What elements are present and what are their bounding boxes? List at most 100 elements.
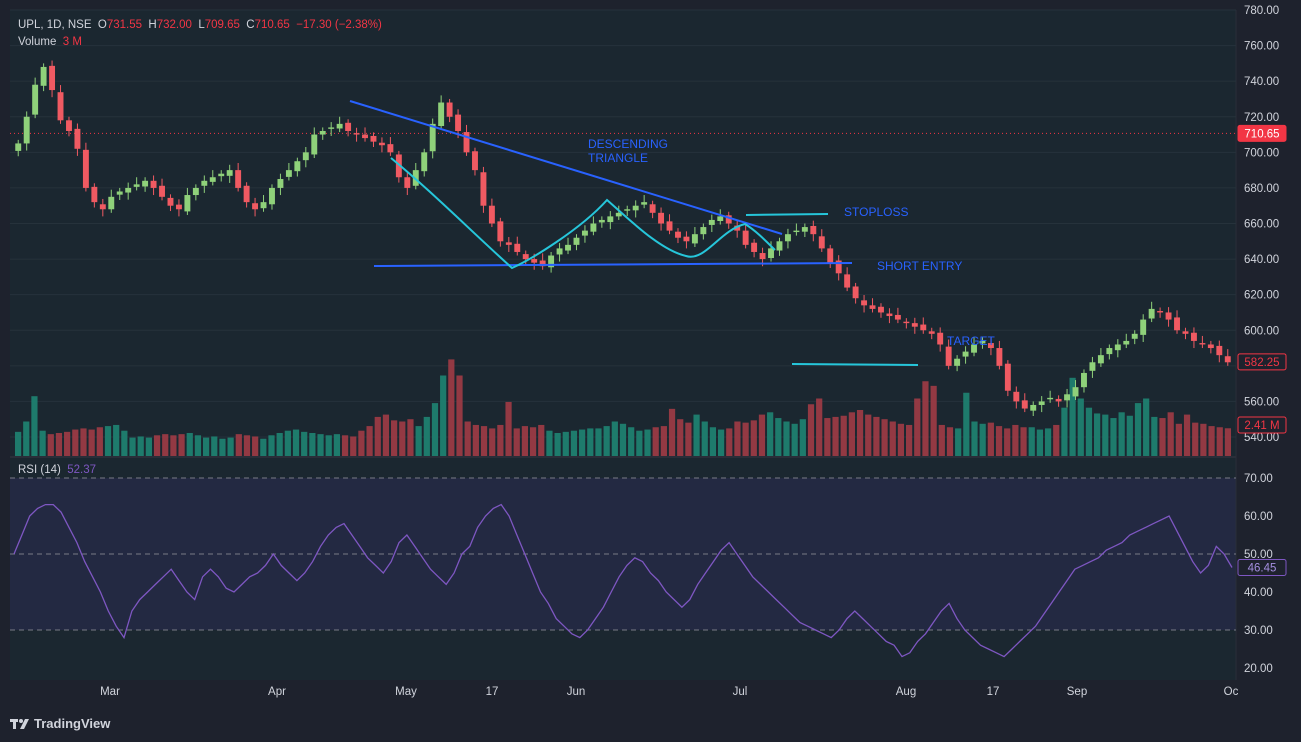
volume-bar (31, 396, 38, 456)
volume-bar (750, 420, 757, 456)
candle-body (1199, 343, 1206, 345)
volume-bar (979, 423, 986, 456)
candle-body (82, 149, 89, 188)
low-label: L (198, 19, 205, 31)
volume-bar (325, 435, 332, 456)
symbol-header: UPL, 1D, NSE O731.55 H732.00 L709.65 C71… (18, 19, 382, 31)
volume-bar (292, 429, 300, 456)
rsi-tick-label: 20.00 (1244, 663, 1273, 675)
candle-body (1224, 356, 1231, 363)
volume-bar (832, 416, 839, 456)
volume-bar (955, 428, 962, 456)
volume-bar (922, 381, 929, 456)
candle-body (336, 123, 343, 129)
volume-bar (235, 434, 242, 456)
volume-bar (1175, 423, 1182, 456)
volume-bar (906, 424, 913, 456)
candle-body (556, 248, 563, 255)
volume-bar (219, 438, 226, 456)
volume-bar (464, 421, 471, 456)
volume-bar (399, 421, 406, 456)
volume-bar (374, 416, 381, 456)
candle-body (987, 343, 994, 349)
candle-body (463, 132, 470, 153)
candle-body (1174, 317, 1180, 331)
candle-body (1038, 401, 1045, 405)
candle-body (40, 66, 47, 86)
volume-bar (162, 434, 169, 456)
candle-body (116, 191, 123, 195)
volume-bar (489, 428, 496, 456)
volume-bar (1192, 422, 1199, 456)
price-pane (10, 10, 1236, 456)
candle-body (598, 219, 605, 223)
candle-body (125, 187, 132, 193)
candle-body (878, 306, 884, 313)
time-tick-label: 17 (987, 686, 1000, 698)
volume-bar (742, 422, 749, 456)
price-tick-label: 700.00 (1244, 147, 1279, 159)
volume-bar (113, 424, 120, 456)
candle-body (235, 170, 242, 188)
volume-bar (611, 421, 618, 456)
volume-bar (1061, 407, 1068, 456)
rsi-tick-label: 60.00 (1244, 511, 1273, 523)
candle-body (260, 202, 267, 209)
time-tick-label: Apr (268, 686, 286, 698)
candle-body (285, 170, 292, 177)
candle-body (472, 151, 478, 171)
volume-bar (889, 421, 896, 456)
change-value: −17.30 (−2.38%) (296, 19, 382, 31)
volume-bar (709, 427, 717, 456)
candle-body (218, 173, 225, 177)
volume-bar (693, 414, 700, 456)
candle-body (15, 143, 22, 151)
candle-body (793, 230, 800, 233)
target-line (791, 363, 919, 366)
stoploss-line (745, 213, 829, 216)
volume-bar (1208, 426, 1215, 456)
candle-body (1089, 362, 1096, 371)
candle-body (1148, 308, 1155, 319)
volume-bar (64, 431, 71, 456)
volume-bar (276, 433, 283, 456)
volume-bar (448, 359, 455, 456)
rsi-badge: 46.45 (1248, 562, 1277, 574)
candle-body (565, 244, 571, 251)
volume-bar (848, 412, 855, 456)
candle-body (683, 236, 690, 242)
volume-label: Volume (18, 36, 57, 48)
candle-body (243, 185, 250, 203)
price-tick-label: 540.00 (1244, 432, 1279, 444)
open-value: 731.55 (106, 19, 143, 31)
annotation-stoploss: STOPLOSS (844, 205, 908, 219)
high-label: H (148, 19, 157, 31)
candle-body (844, 274, 851, 288)
candle-body (412, 170, 419, 186)
volume-bar (80, 428, 87, 456)
volume-bar (39, 430, 46, 456)
volume-header: Volume 3 M (18, 36, 82, 48)
time-tick-label: Mar (100, 686, 120, 698)
candle-body (937, 332, 944, 345)
volume-bar (1020, 427, 1027, 456)
volume-bar (644, 429, 651, 456)
tradingview-logo[interactable]: TradingView (10, 716, 110, 731)
candle-body (277, 179, 284, 188)
candle-body (607, 216, 614, 223)
volume-bar (415, 426, 422, 456)
volume-bar (816, 398, 823, 456)
candle-body (184, 195, 191, 212)
candle-body (311, 134, 318, 155)
candle-body (1140, 319, 1147, 335)
candle-body (175, 204, 182, 210)
volume-bar (734, 421, 741, 456)
candle-body (514, 243, 521, 252)
pattern-curve (390, 157, 776, 270)
volume-bar (194, 435, 202, 456)
candle-body (776, 241, 783, 251)
volume-bar (178, 434, 185, 456)
volume-bar (791, 423, 798, 456)
candle-body (1013, 391, 1020, 402)
